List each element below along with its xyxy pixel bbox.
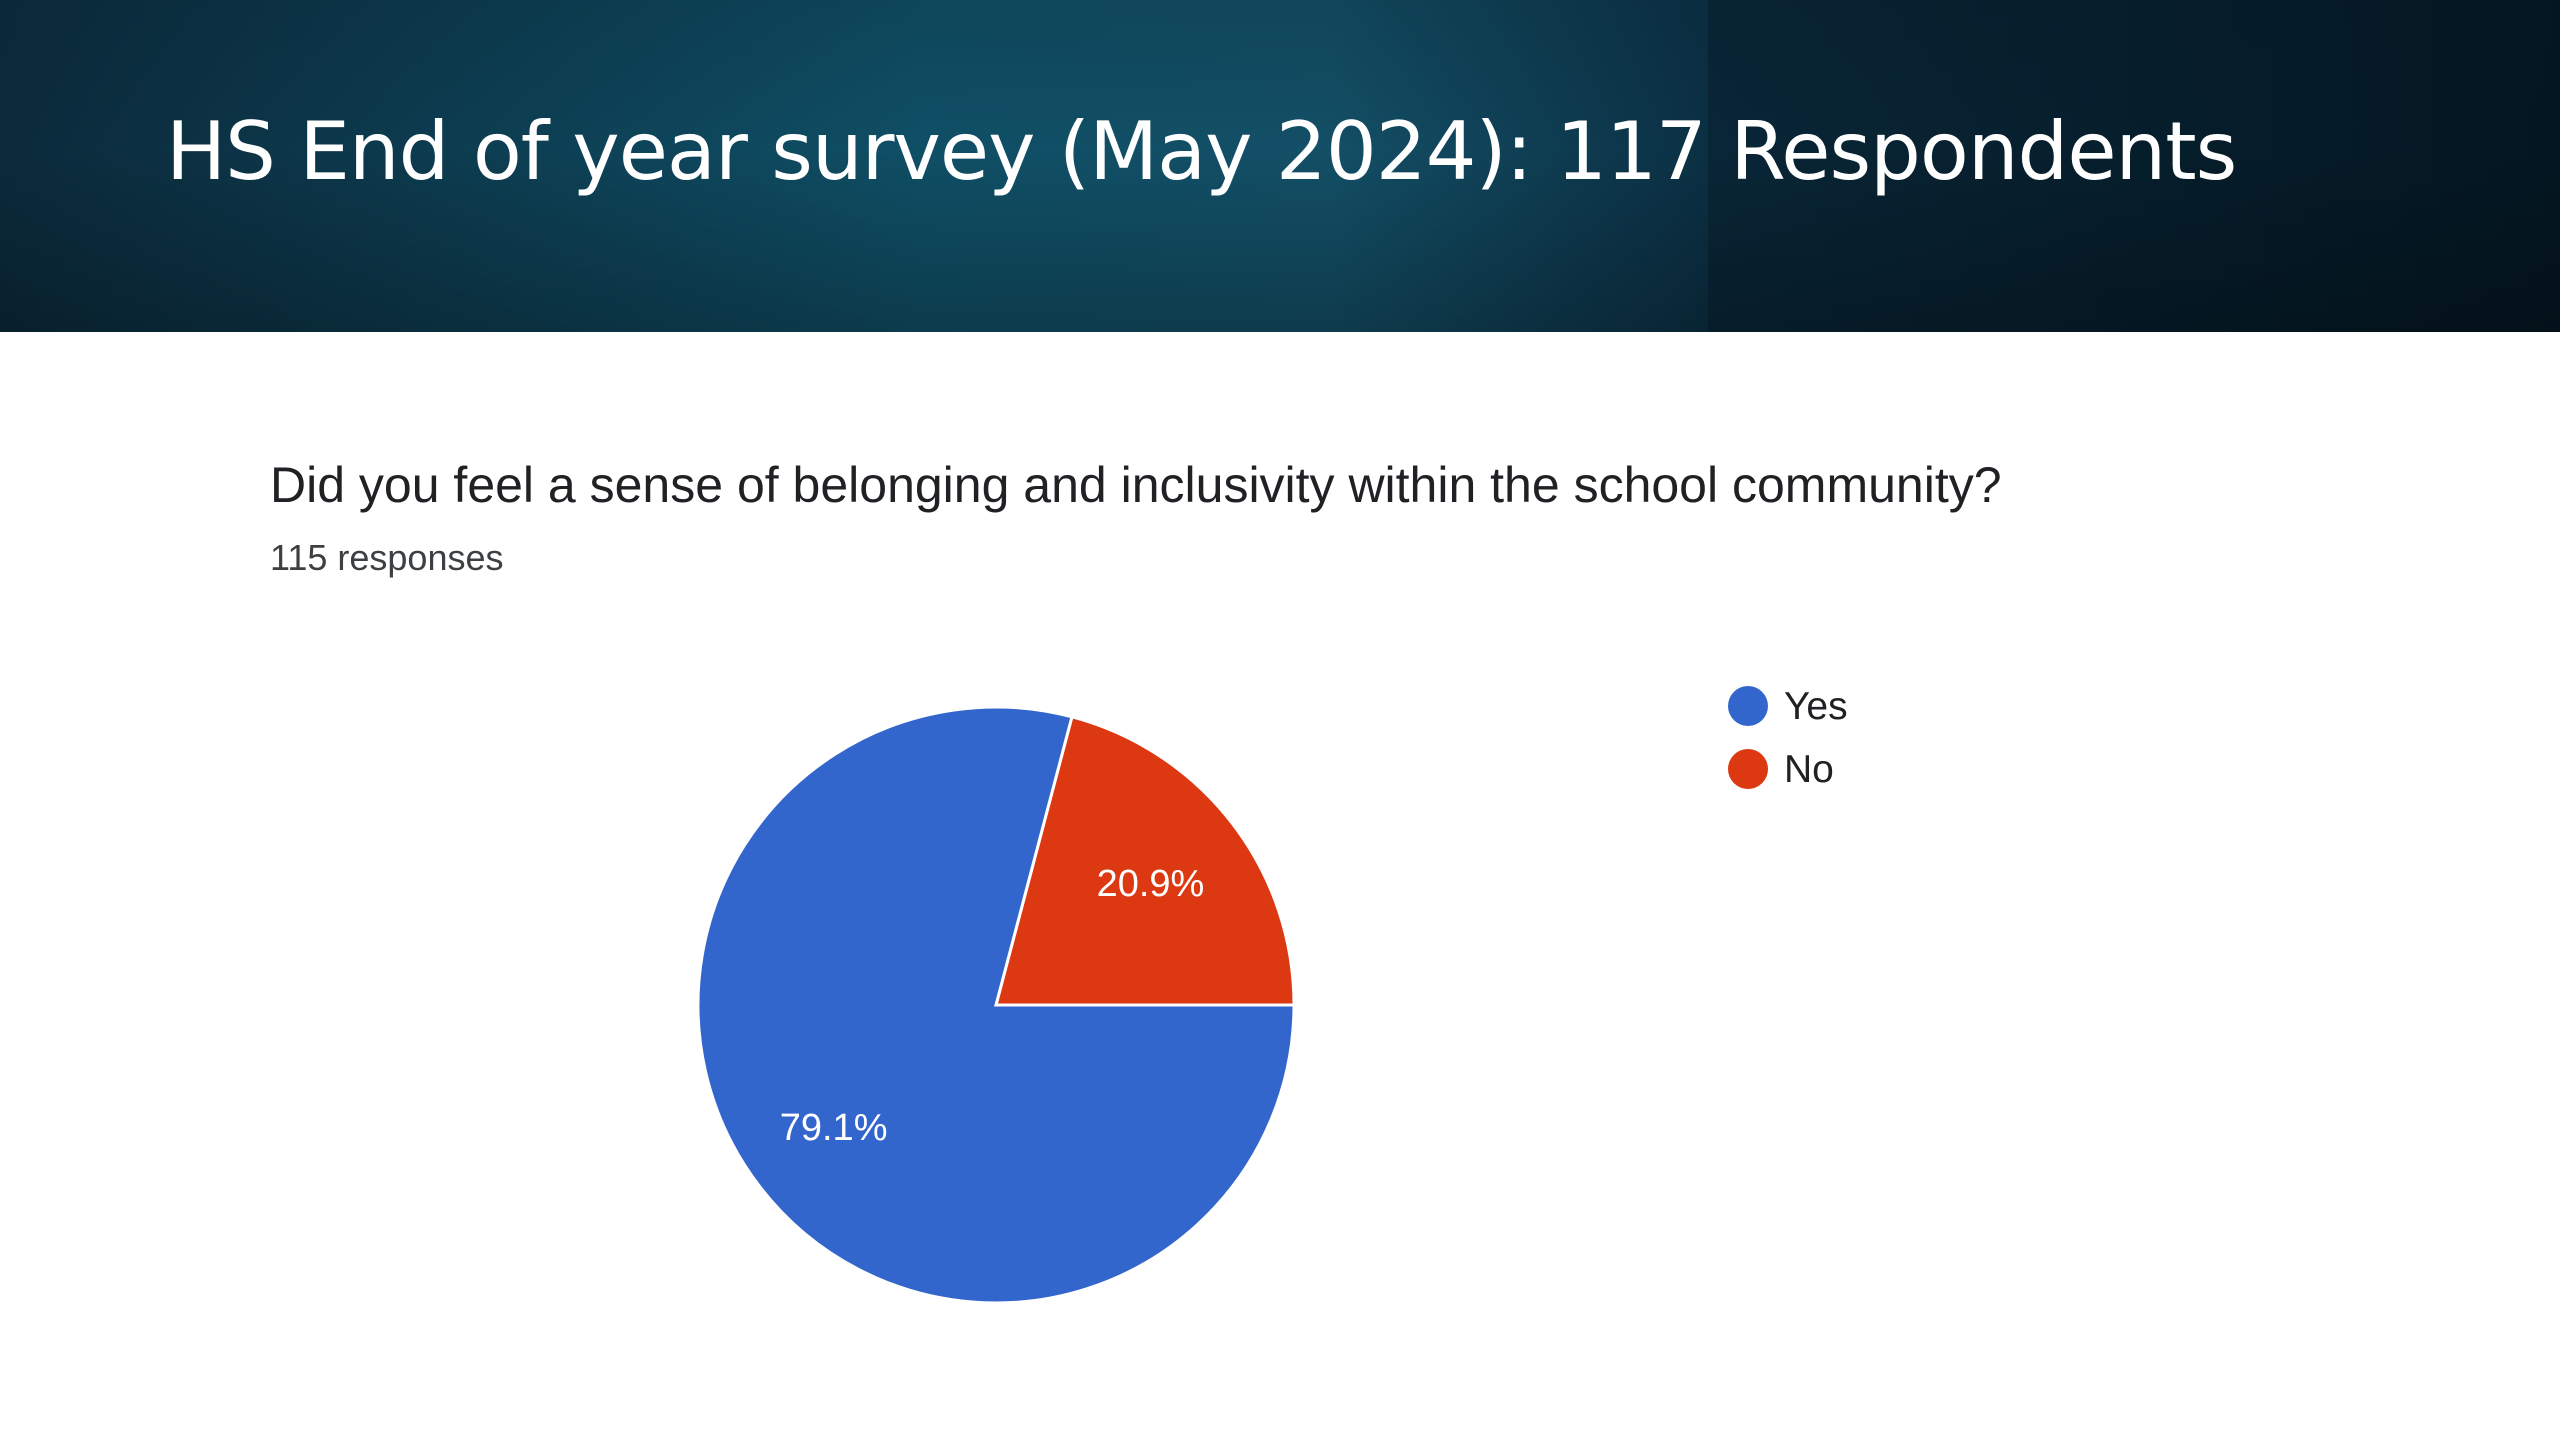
- legend-item-no: No: [1728, 747, 1834, 791]
- pie-slice-yes: [696, 705, 1296, 1305]
- question-title: Did you feel a sense of belonging and in…: [270, 457, 2002, 513]
- legend-item-yes: Yes: [1728, 684, 1848, 728]
- pie-slice-no: [994, 714, 1296, 1007]
- header-banner: HS End of year survey (May 2024): 117 Re…: [0, 0, 2560, 332]
- response-count: 115 responses: [270, 537, 504, 578]
- chart-legend: Yes No: [1728, 684, 2088, 814]
- legend-label-no: No: [1784, 747, 1834, 791]
- pie-label-yes: 79.1%: [780, 1107, 888, 1149]
- legend-swatch-no: [1728, 749, 1768, 789]
- header-panel-shade: [1708, 0, 2560, 332]
- pie-label-no: 20.9%: [1097, 863, 1205, 905]
- pie-slices: [696, 705, 1296, 1305]
- legend-label-yes: Yes: [1784, 684, 1848, 728]
- pie-chart: 20.9% 79.1%: [696, 705, 1296, 1305]
- legend-swatch-yes: [1728, 686, 1768, 726]
- header-title: HS End of year survey (May 2024): 117 Re…: [166, 105, 2237, 198]
- pie-data-labels: 20.9% 79.1%: [780, 863, 1205, 1149]
